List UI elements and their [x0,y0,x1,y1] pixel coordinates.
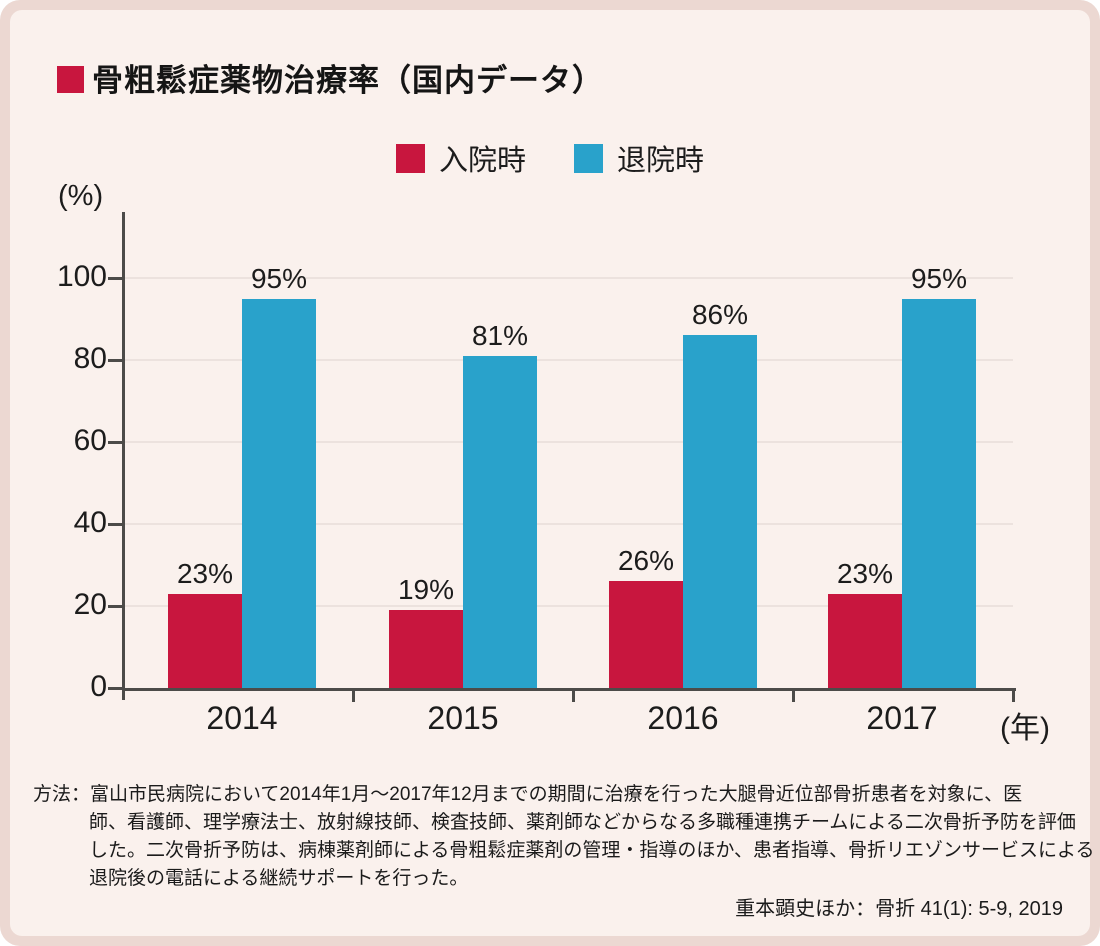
legend-label-admission: 入院時 [438,145,526,177]
method-note-line-3: した。二次骨折予防は、病棟薬剤師による骨粗鬆症薬剤の管理・指導のほか、患者指導、… [89,840,1095,861]
y-tick-label-80: 80 [73,342,107,375]
x-tick-1 [352,688,355,702]
y-tick-label-20: 20 [73,588,107,621]
method-note-line-4: 退院後の電話による継続サポートを行った。 [89,868,469,889]
x-tick-4 [1012,688,1015,702]
y-tick-label-40: 40 [73,506,107,539]
y-tick-40 [108,523,125,526]
x-label-2014: 2014 [206,700,278,736]
y-tick-label-0: 0 [90,670,107,703]
value-label-discharge-2016: 86% [691,299,749,330]
figure-title-row: 骨粗鬆症薬物治療率（国内データ） [57,55,604,100]
legend-item-discharge: 退院時 [574,137,704,179]
value-label-discharge-2015: 81% [471,320,529,351]
bar-discharge-2014 [242,299,316,688]
bar-discharge-2016 [683,335,757,688]
legend-swatch-admission-icon [395,143,425,173]
y-tick-20 [108,605,125,608]
figure-title: 骨粗鬆症薬物治療率（国内データ） [92,63,604,98]
legend-swatch-discharge-icon [574,143,603,173]
legend-item-admission: 入院時 [395,137,526,179]
bar-discharge-2017 [902,299,976,688]
citation: 重本顕史ほか：骨折 41(1): 5-9, 2019 [735,898,1063,920]
x-label-2017: 2017 [866,700,938,736]
gridline-y-60 [125,441,1013,443]
value-label-admission-2014: 23% [176,558,234,589]
chart-legend: 入院時 退院時 [0,137,1100,179]
bar-admission-2016 [609,581,683,688]
x-axis [122,688,1016,691]
title-bullet-icon [57,65,84,93]
gridline-y-20 [125,605,1013,607]
x-axis-unit-label: (年) [1000,712,1050,745]
y-tick-80 [108,359,125,362]
value-label-admission-2015: 19% [397,574,455,605]
method-note: 方法：富山市民病院において2014年1月～2017年12月までの期間に治療を行っ… [33,781,1095,893]
bar-admission-2017 [828,594,902,688]
bar-admission-2015 [389,610,463,688]
bar-discharge-2015 [463,356,537,688]
method-note-line-1: 方法：富山市民病院において2014年1月～2017年12月までの期間に治療を行っ… [33,784,1023,805]
value-label-admission-2016: 26% [617,545,675,576]
y-axis-unit-label: (%) [58,180,104,212]
x-label-2016: 2016 [647,700,719,736]
legend-label-discharge: 退院時 [617,145,705,177]
x-tick-3 [792,688,795,702]
value-label-discharge-2014: 95% [250,263,308,294]
y-tick-label-100: 100 [56,260,107,293]
value-label-admission-2017: 23% [836,558,894,589]
y-tick-label-60: 60 [73,424,107,457]
y-tick-60 [108,441,125,444]
x-label-2015: 2015 [427,700,499,736]
gridline-y-80 [125,359,1013,361]
x-tick-2 [572,688,575,702]
method-note-line-2: 師、看護師、理学療法士、放射線技師、検査技師、薬剤師などからなる多職種連携チーム… [89,812,1076,833]
gridline-y-40 [125,523,1013,525]
y-tick-100 [108,277,125,280]
y-axis [122,212,125,700]
value-label-discharge-2017: 95% [910,263,968,294]
y-tick-0 [108,687,125,690]
gridline-y-100 [125,277,1013,279]
bar-admission-2014 [168,594,242,688]
